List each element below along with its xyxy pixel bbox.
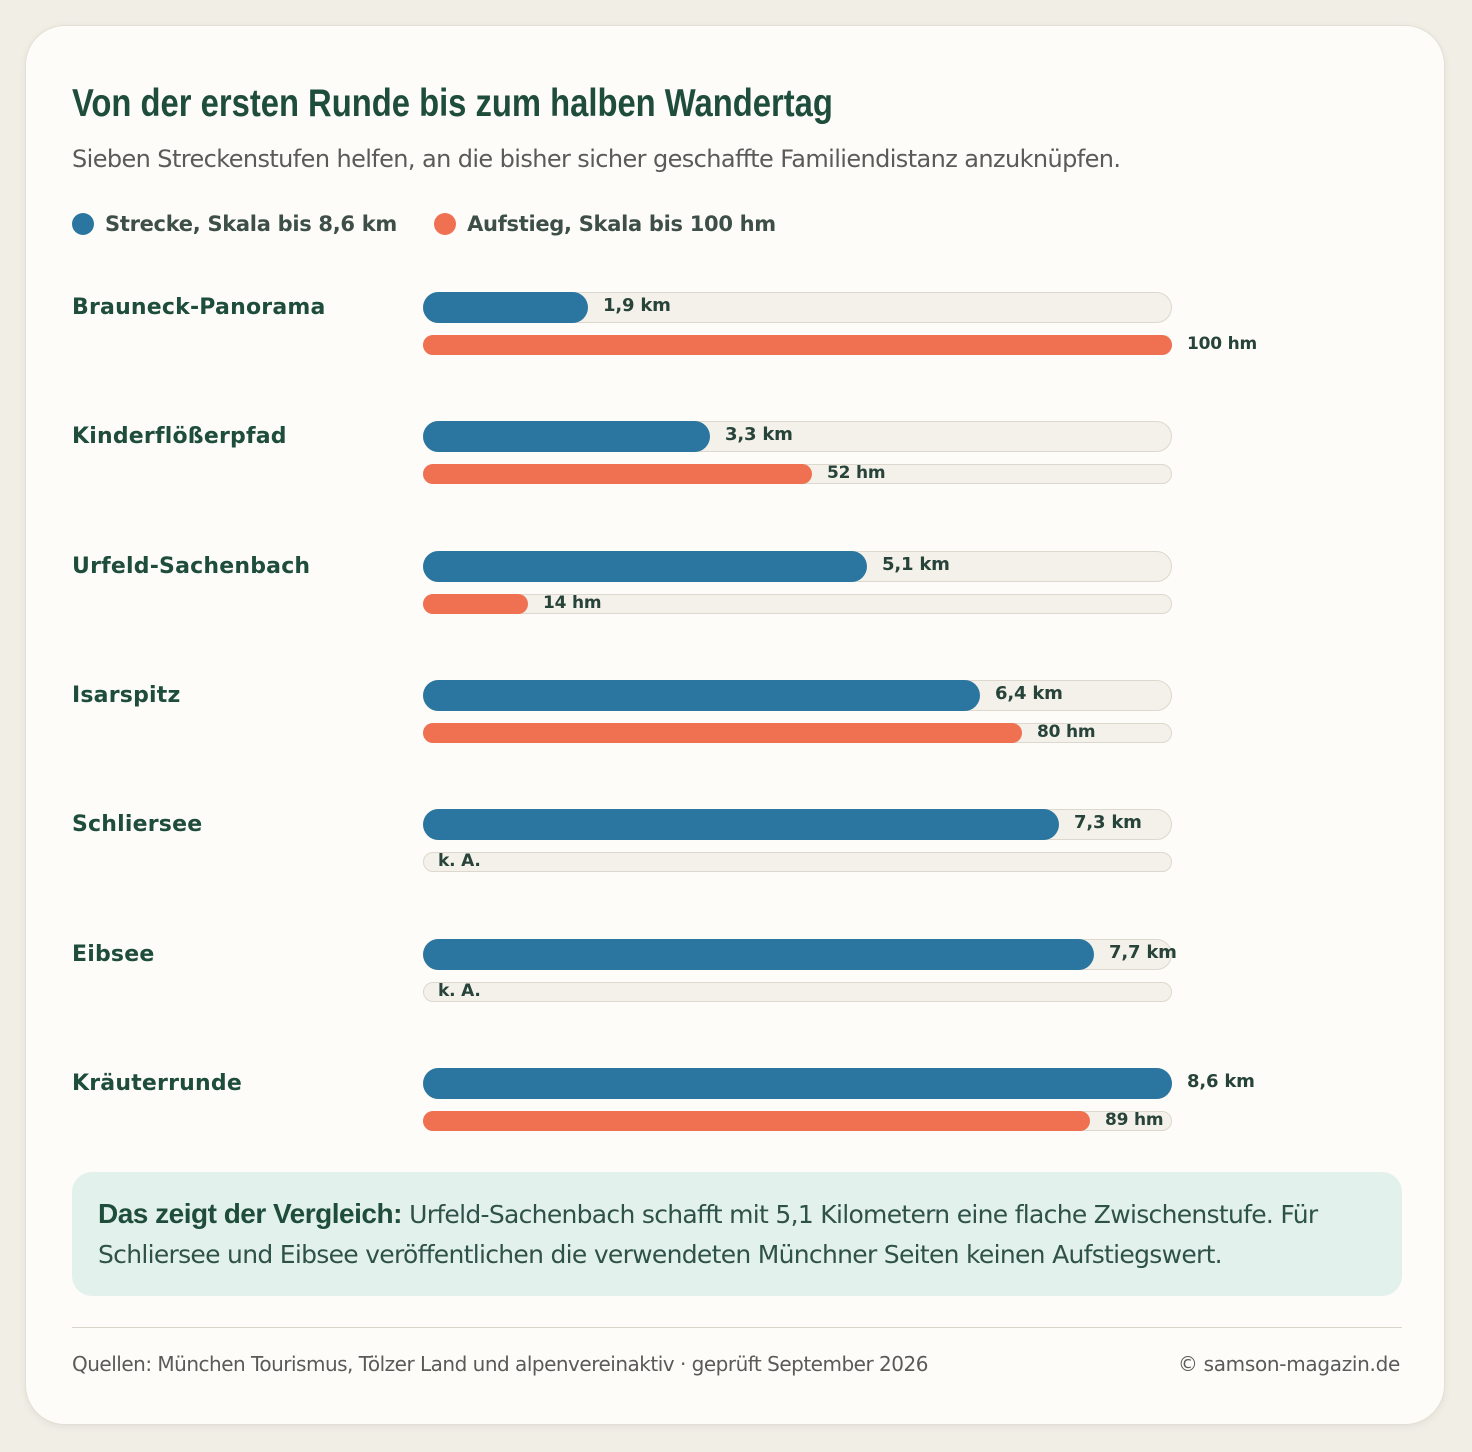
distance-value-label: 6,4 km <box>995 682 1063 704</box>
category-label-kinderflößerpfad: Kinderflößerpfad <box>72 424 287 450</box>
ascent-value-label: 89 hm <box>1105 1109 1164 1130</box>
copyright-note: © samson-magazin.de <box>1177 1352 1400 1376</box>
callout-text: Urfeld-Sachenbach schafft mit 5,1 Kilome… <box>98 1200 1318 1269</box>
legend-dot-strecke <box>72 213 94 235</box>
ascent-value-label: 80 hm <box>1037 721 1096 742</box>
distance-bar <box>423 550 867 582</box>
ascent-bar <box>423 722 1022 743</box>
distance-value-label: 1,9 km <box>603 295 671 316</box>
footer-divider <box>72 1327 1402 1328</box>
chart-card: Von der ersten Runde bis zum halben Wand… <box>25 25 1445 1425</box>
legend-item-aufstieg: Aufstieg, Skala bis 100 hm <box>434 209 776 239</box>
distance-value-label: 7,3 km <box>1074 812 1142 834</box>
legend-label-strecke: Strecke, Skala bis 8,6 km <box>105 212 397 236</box>
ascent-value-label: 100 hm <box>1187 334 1258 354</box>
category-label-brauneck-panorama: Brauneck-Panorama <box>72 295 326 320</box>
ascent-track <box>423 593 1172 614</box>
ascent-bar <box>423 335 1172 355</box>
distance-bar <box>423 292 588 323</box>
comparison-callout: Das zeigt der Vergleich: Urfeld-Sachenba… <box>72 1172 1402 1296</box>
distance-value-label: 7,7 km <box>1109 941 1177 963</box>
ascent-value-label: 52 hm <box>827 463 886 484</box>
ascent-na-label: k. A. <box>438 851 481 872</box>
distance-value-label: 8,6 km <box>1187 1070 1255 1092</box>
category-label-eibsee: Eibsee <box>72 941 155 967</box>
category-label-isarspitz: Isarspitz <box>72 682 181 708</box>
distance-bar <box>423 1067 1172 1099</box>
category-label-kräuterrunde: Kräuterrunde <box>72 1070 242 1096</box>
legend-label-aufstieg: Aufstieg, Skala bis 100 hm <box>467 212 776 236</box>
category-label-schliersee: Schliersee <box>72 812 203 838</box>
ascent-track <box>423 981 1172 1002</box>
ascent-bar <box>423 1110 1090 1131</box>
ascent-na-label: k. A. <box>438 980 481 1001</box>
chart-subtitle: Sieben Streckenstufen helfen, an die bis… <box>72 145 1121 173</box>
distance-bar <box>423 938 1094 970</box>
bar-chart: Brauneck-Panorama 1,9 km 100 hm Kinderflöße… <box>26 26 1446 1176</box>
legend-item-strecke: Strecke, Skala bis 8,6 km <box>72 209 397 239</box>
distance-bar <box>423 421 710 453</box>
callout-lead: Das zeigt der Vergleich: <box>98 1198 402 1229</box>
ascent-bar <box>423 464 812 485</box>
source-note: Quellen: München Tourismus, Tölzer Land … <box>72 1352 928 1376</box>
category-label-urfeld-sachenbach: Urfeld-Sachenbach <box>72 553 311 579</box>
distance-value-label: 5,1 km <box>882 553 950 575</box>
legend: Strecke, Skala bis 8,6 km Aufstieg, Skal… <box>72 209 808 239</box>
distance-bar <box>423 679 980 711</box>
distance-bar <box>423 809 1059 841</box>
ascent-track <box>423 852 1172 873</box>
legend-dot-aufstieg <box>434 213 457 235</box>
chart-title: Von der ersten Runde bis zum halben Wand… <box>72 82 833 125</box>
ascent-bar <box>423 593 528 614</box>
distance-value-label: 3,3 km <box>725 424 793 446</box>
ascent-value-label: 14 hm <box>543 592 602 613</box>
